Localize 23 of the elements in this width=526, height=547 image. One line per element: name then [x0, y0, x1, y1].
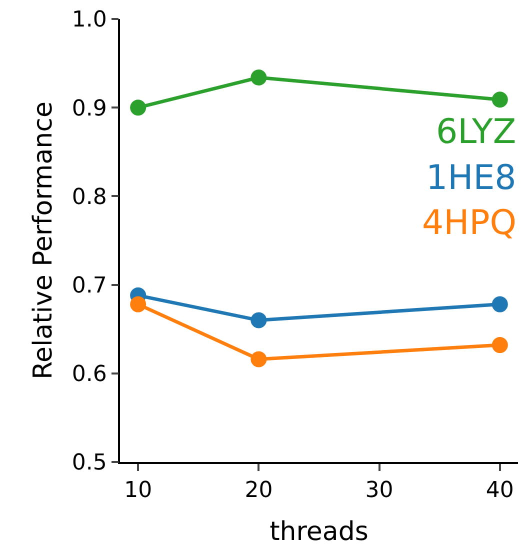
x-axis-title: threads [270, 517, 368, 547]
series-label: 6LYZ [436, 112, 516, 152]
point [250, 351, 267, 368]
y-tick-label: 0.6 [72, 362, 107, 388]
point [250, 69, 267, 86]
y-tick-label: 1.0 [72, 8, 107, 33]
y-tick-label: 0.7 [72, 274, 107, 298]
y-tick-label: 0.9 [72, 96, 107, 122]
point [492, 296, 508, 312]
text: 4HPQ [422, 203, 516, 243]
y-tick-label: 0.5 [72, 450, 107, 476]
point [250, 312, 267, 328]
text: 1HE8 [426, 158, 516, 198]
x-tick-label: 20 [244, 478, 273, 504]
x-tick-label: 10 [124, 478, 152, 504]
y-axis-title: Relative Performance [28, 102, 59, 380]
x-tick-label: 40 [486, 478, 514, 504]
x-tick-label: 30 [365, 478, 394, 504]
point [130, 296, 146, 312]
y-tick-label: 0.8 [72, 184, 107, 210]
point [130, 100, 146, 116]
point [492, 337, 508, 354]
point [492, 92, 508, 108]
